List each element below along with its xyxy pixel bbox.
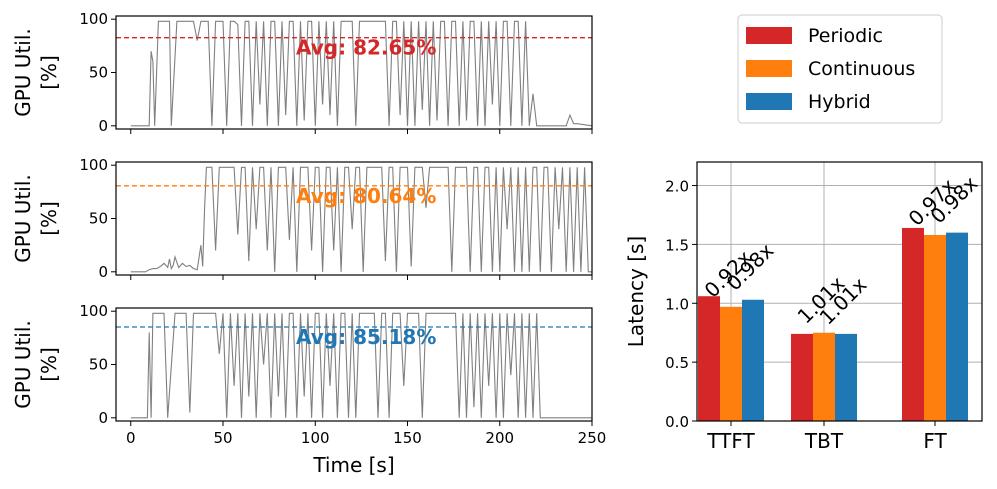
x-tick-label: 0 xyxy=(126,429,136,447)
y-tick-label: 0.0 xyxy=(665,413,689,431)
legend-label-hybrid: Hybrid xyxy=(808,91,871,113)
y-tick-label: 0 xyxy=(98,409,108,427)
x-tick-label: 250 xyxy=(578,429,607,447)
bar-hybrid-ttft xyxy=(742,299,764,421)
utilization-trace xyxy=(130,166,592,273)
y-axis-label: GPU Util. xyxy=(11,320,35,409)
legend: Periodic Continuous Hybrid xyxy=(737,14,943,124)
bar-periodic-tbt xyxy=(791,333,813,421)
y-axis-label: GPU Util. xyxy=(11,28,35,117)
y-tick-label: 0 xyxy=(98,263,108,281)
x-tick-label: 150 xyxy=(393,429,422,447)
y-tick-label: 50 xyxy=(89,210,108,228)
legend-swatch-periodic xyxy=(746,27,792,44)
y-tick-label: 2.0 xyxy=(665,178,689,196)
gpu-panel-2: Avg: 80.64% 0 50 100 GPU Util. [%] xyxy=(11,156,593,281)
x-tick-label: 100 xyxy=(301,429,330,447)
bar-periodic-ft xyxy=(902,227,924,421)
legend-label-continuous: Continuous xyxy=(808,58,915,80)
bar-hybrid-tbt xyxy=(835,333,857,421)
y-axis-label: Latency [s] xyxy=(624,236,648,347)
y-axis-label: GPU Util. xyxy=(11,174,35,263)
y-tick-label: 1.0 xyxy=(665,295,689,313)
y-axis-unit: [%] xyxy=(37,347,61,382)
y-axis-unit: [%] xyxy=(37,201,61,236)
panel-frame xyxy=(115,161,593,276)
y-tick-label: 50 xyxy=(89,64,108,82)
y-axis-unit: [%] xyxy=(37,55,61,90)
average-label: Avg: 80.64% xyxy=(296,184,436,208)
gpu-panel-3: Avg: 85.18% 0 50 100 0 50 100 150 200 250 GPU Util… xyxy=(11,302,606,477)
bar-continuous-tbt xyxy=(813,332,835,421)
legend-swatch-continuous xyxy=(746,60,792,77)
bar-hybrid-ft xyxy=(946,232,968,421)
x-axis-label: Time [s] xyxy=(312,453,394,477)
bar-frame xyxy=(696,161,983,422)
utilization-trace xyxy=(130,20,593,127)
utilization-trace xyxy=(130,312,592,419)
bar-periodic-ttft xyxy=(698,296,720,421)
x-tick-label: FT xyxy=(923,429,947,453)
average-label: Avg: 82.65% xyxy=(296,36,436,60)
x-tick-label: TTFT xyxy=(706,429,755,453)
legend-swatch-hybrid xyxy=(746,93,792,110)
bar-continuous-ft xyxy=(924,234,946,421)
y-tick-label: 100 xyxy=(79,302,108,320)
y-tick-label: 100 xyxy=(79,156,108,174)
y-tick-label: 0 xyxy=(98,117,108,135)
x-tick-label: TBT xyxy=(804,429,844,453)
x-tick-label: 50 xyxy=(213,429,232,447)
bar-continuous-ttft xyxy=(720,306,742,421)
gpu-panel-1: Avg: 82.65% 0 50 100 GPU Util. [%] xyxy=(11,10,593,135)
x-tick-label: 200 xyxy=(485,429,514,447)
legend-label-periodic: Periodic xyxy=(808,25,883,47)
y-tick-label: 0.5 xyxy=(665,354,689,372)
y-tick-label: 100 xyxy=(79,10,108,28)
y-tick-label: 1.5 xyxy=(665,236,689,254)
average-label: Avg: 85.18% xyxy=(296,325,436,349)
latency-bar-chart: 0.92x0.98x1.01x1.01x0.97x0.98x0.00.51.01… xyxy=(624,161,983,453)
y-tick-label: 50 xyxy=(89,356,108,374)
